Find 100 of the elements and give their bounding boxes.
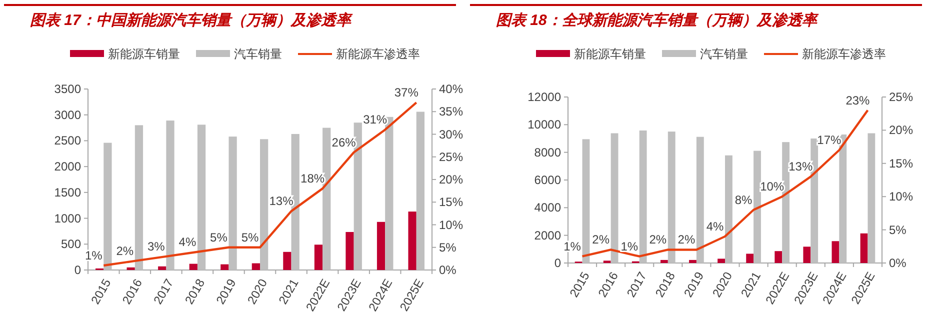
bar <box>385 116 394 270</box>
bar <box>416 112 424 270</box>
y-tick-label: 500 <box>60 237 82 252</box>
data-label: 5% <box>241 230 259 244</box>
bar <box>134 125 144 270</box>
bar <box>283 252 292 270</box>
y2-tick-label: 25% <box>439 150 464 164</box>
bar <box>291 134 300 270</box>
chart-title: 图表 18：全球新能源汽车销量（万辆）及渗透率 <box>496 11 819 29</box>
data-label: 13% <box>788 160 813 174</box>
y-tick-label: 4000 <box>534 200 562 215</box>
data-label: 17% <box>817 133 842 148</box>
y2-tick-label: 25% <box>889 90 914 104</box>
y2-tick-label: 0% <box>439 263 457 277</box>
data-label: 5% <box>210 230 228 244</box>
data-label: 4% <box>178 234 196 249</box>
data-label: 8% <box>734 192 753 207</box>
legend-label: 新能源车销量 <box>574 47 646 61</box>
bar <box>839 134 847 263</box>
data-label: 4% <box>706 219 724 234</box>
legend-label: 汽车销量 <box>234 47 282 61</box>
line-series <box>102 101 418 267</box>
data-label: 2% <box>678 232 696 247</box>
bar <box>126 267 135 270</box>
data-label: 2% <box>592 232 610 247</box>
y-tick-label: 0 <box>74 263 82 277</box>
bar <box>639 130 647 263</box>
data-label: 1% <box>564 239 582 254</box>
data-label: 2% <box>649 232 667 247</box>
y2-tick-label: 20% <box>889 123 914 138</box>
y-tick-label: 1000 <box>54 211 82 226</box>
y2-tick-label: 20% <box>439 172 464 186</box>
y-tick-label: 2500 <box>54 134 82 148</box>
bar <box>782 142 790 263</box>
y2-tick-label: 5% <box>439 240 457 254</box>
bar <box>260 139 268 270</box>
legend-label: 新能源车渗透率 <box>336 47 420 61</box>
bar <box>810 138 818 263</box>
y-tick-label: 3000 <box>54 108 82 122</box>
bar <box>314 244 323 270</box>
bar <box>660 260 668 263</box>
bar <box>158 266 166 270</box>
y-tick-label: 1500 <box>54 185 82 200</box>
bar <box>832 241 840 263</box>
data-label: 23% <box>846 93 870 108</box>
y-tick-label: 8000 <box>534 145 562 160</box>
legend-label: 汽车销量 <box>700 47 748 61</box>
legend-label: 新能源车销量 <box>108 47 180 61</box>
y-tick-label: 6000 <box>534 173 562 187</box>
data-label: 3% <box>148 239 166 254</box>
bar <box>220 264 229 270</box>
y2-tick-label: 35% <box>439 104 464 119</box>
bar <box>322 128 331 270</box>
data-label: 10% <box>760 180 784 194</box>
data-label: 18% <box>300 172 325 186</box>
bar <box>746 254 754 263</box>
bar <box>610 133 618 263</box>
y-tick-label: 3500 <box>54 82 82 96</box>
data-label: 13% <box>269 194 294 208</box>
y2-tick-label: 15% <box>889 156 914 170</box>
data-label: 1% <box>84 248 103 262</box>
bar <box>868 133 876 263</box>
bar <box>189 264 198 270</box>
bar <box>228 136 237 270</box>
bar <box>104 142 112 270</box>
bar <box>754 150 761 263</box>
bar <box>252 263 260 270</box>
bar <box>803 246 811 263</box>
bar <box>725 155 732 263</box>
y2-tick-label: 10% <box>889 190 914 204</box>
y-tick-label: 2000 <box>534 228 562 242</box>
bar <box>668 132 676 263</box>
y-tick-label: 0 <box>554 256 562 270</box>
bar <box>582 139 590 263</box>
bar <box>696 136 704 263</box>
y2-tick-label: 30% <box>439 127 464 142</box>
y-tick-label: 12000 <box>528 90 562 104</box>
legend-label: 新能源车渗透率 <box>802 47 886 61</box>
bar <box>197 124 206 270</box>
y2-tick-label: 0% <box>889 256 907 270</box>
data-label: 26% <box>332 135 356 150</box>
chart-title: 图表 17：中国新能源汽车销量（万辆）及渗透率 <box>30 11 353 29</box>
data-label: 2% <box>116 244 134 258</box>
data-label: 1% <box>620 239 638 254</box>
bar <box>689 260 696 263</box>
data-label: 37% <box>394 86 419 100</box>
y2-tick-label: 5% <box>889 222 907 237</box>
bar <box>860 233 868 263</box>
y2-tick-label: 40% <box>439 82 464 96</box>
bar <box>718 258 725 263</box>
y-tick-label: 10000 <box>528 118 562 132</box>
y-tick-label: 2000 <box>54 160 82 174</box>
bar <box>354 122 362 270</box>
y2-tick-label: 10% <box>439 218 464 232</box>
bar <box>774 251 782 263</box>
bar <box>166 120 174 270</box>
line-series <box>581 109 869 258</box>
bar <box>408 212 416 270</box>
bar <box>376 222 386 270</box>
bar <box>346 232 354 270</box>
